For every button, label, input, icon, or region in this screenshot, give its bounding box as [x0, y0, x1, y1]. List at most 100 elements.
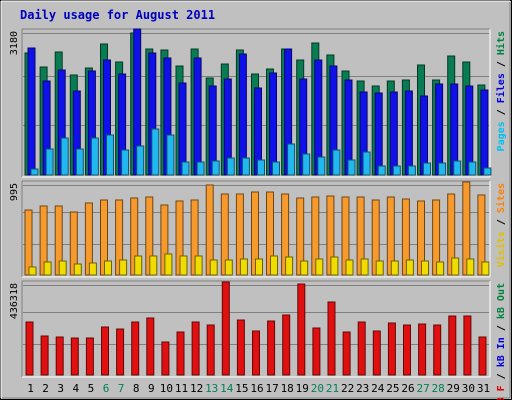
- x-tick-label-day-29: 29: [447, 382, 460, 395]
- bar-visits-visits-day-24: [375, 260, 384, 276]
- bar-visits-visits-day-6: [104, 260, 112, 276]
- bar-hits-pages-day-10: [166, 134, 175, 176]
- x-tick-label-day-27: 27: [416, 382, 429, 395]
- bar-hits-pages-day-21: [332, 149, 341, 176]
- bar-hits-pages-day-15: [241, 157, 250, 176]
- bar-kbytes-kb-f-day-14: [221, 281, 230, 376]
- bar-visits-visits-day-31: [481, 261, 490, 276]
- panel-kbytes-bars: [25, 281, 487, 376]
- x-tick-label-day-10: 10: [160, 382, 173, 395]
- bar-kbytes-kb-f-day-10: [161, 341, 170, 376]
- x-tick-label-day-17: 17: [265, 382, 278, 395]
- bar-hits-pages-day-31: [483, 167, 492, 176]
- bar-kbytes-kb-f-day-18: [282, 314, 291, 376]
- bar-hits-pages-day-26: [407, 165, 416, 176]
- bar-kbytes-kb-f-day-5: [85, 337, 94, 376]
- bar-kbytes-kb-f-day-9: [146, 317, 155, 376]
- bar-kbytes-kb-f-day-30: [463, 315, 472, 376]
- bar-visits-visits-day-2: [43, 261, 52, 276]
- panel-kbytes-legend-item: /: [496, 319, 507, 337]
- bar-visits-visits-day-10: [164, 253, 173, 276]
- bar-kbytes-kb-f-day-12: [191, 321, 200, 376]
- bar-hits-pages-day-19: [302, 153, 311, 176]
- x-tick-label-day-12: 12: [190, 382, 203, 395]
- panel-hits-legend: Pages / Files / Hits: [495, 31, 507, 151]
- panel-kbytes-legend-item: kB In: [496, 337, 507, 367]
- panel-visits-legend-item: Sites: [495, 183, 507, 213]
- bar-hits-pages-day-23: [362, 151, 371, 176]
- bar-hits-pages-day-1: [30, 168, 39, 176]
- bar-kbytes-kb-f-day-4: [70, 337, 79, 376]
- x-tick-label-day-14: 14: [220, 382, 234, 395]
- bar-hits-pages-day-29: [453, 160, 462, 176]
- bar-kbytes-kb-f-day-22: [342, 331, 351, 376]
- x-tick-label-day-8: 8: [133, 382, 140, 395]
- x-tick-label-day-18: 18: [281, 382, 294, 395]
- panel-hits-legend-item: /: [496, 55, 507, 73]
- bar-kbytes-kb-f-day-1: [25, 321, 34, 376]
- bar-visits-visits-day-18: [285, 256, 294, 276]
- x-tick-label-day-16: 16: [250, 382, 263, 395]
- x-tick-label-day-23: 23: [356, 382, 369, 395]
- panel-kbytes-legend-item: kB Out: [496, 283, 507, 319]
- panel-kbytes-ymax-label: 436318: [9, 283, 20, 319]
- bar-kbytes-kb-f-day-28: [433, 324, 442, 376]
- bar-visits-visits-day-20: [315, 258, 324, 276]
- bar-hits-pages-day-6: [106, 134, 114, 176]
- x-tick-label-day-20: 20: [311, 382, 324, 395]
- bar-kbytes-kb-f-day-11: [176, 331, 185, 376]
- bar-hits-files-day-31: [480, 89, 489, 176]
- chart-title: Daily usage for August 2011: [20, 8, 215, 22]
- panel-hits-legend-item: Files: [495, 73, 507, 103]
- bar-visits-visits-day-13: [209, 259, 218, 276]
- bar-kbytes-kb-f-day-29: [448, 315, 457, 376]
- bar-hits-files-day-25: [389, 91, 398, 176]
- bar-visits-visits-day-1: [28, 266, 37, 276]
- bar-kbytes-kb-f-day-13: [206, 324, 215, 376]
- bar-hits-pages-day-3: [60, 137, 69, 176]
- bar-kbytes-kb-f-day-27: [418, 323, 427, 376]
- bar-kbytes-kb-f-day-24: [372, 330, 381, 376]
- bar-visits-visits-day-21: [330, 256, 339, 276]
- bar-hits-pages-day-30: [468, 161, 477, 176]
- bar-visits-visits-day-14: [224, 259, 233, 276]
- bar-visits-sites-day-1: [24, 209, 33, 276]
- bar-visits-visits-day-29: [451, 257, 460, 276]
- x-tick-label-day-4: 4: [72, 382, 79, 395]
- bar-visits-visits-day-12: [194, 255, 203, 276]
- bar-kbytes-kb-f-day-7: [116, 328, 125, 376]
- x-tick-label-day-11: 11: [175, 382, 188, 395]
- bar-hits-files-day-15: [238, 53, 247, 176]
- bar-hits-pages-day-27: [423, 162, 431, 176]
- bar-hits-pages-day-5: [90, 137, 99, 176]
- bar-kbytes-kb-f-day-16: [252, 330, 260, 376]
- bar-hits-pages-day-12: [196, 161, 205, 176]
- x-tick-label-day-13: 13: [205, 382, 218, 395]
- x-tick-label-day-7: 7: [118, 382, 125, 395]
- bar-kbytes-kb-f-day-6: [101, 326, 109, 376]
- bar-visits-visits-day-8: [134, 255, 143, 276]
- bar-kbytes-kb-f-day-17: [267, 320, 276, 376]
- bar-hits-files-day-17: [269, 72, 277, 176]
- bar-hits-pages-day-13: [211, 160, 220, 176]
- bar-visits-visits-day-15: [239, 258, 248, 276]
- bar-visits-visits-day-23: [360, 258, 369, 276]
- x-tick-label-day-5: 5: [88, 382, 95, 395]
- bar-hits-files-day-11: [178, 82, 187, 176]
- bar-hits-files-day-1: [27, 47, 36, 176]
- bar-visits-visits-day-27: [421, 260, 429, 276]
- panel-visits-legend: Visits / Sites: [495, 183, 507, 267]
- bar-visits-visits-day-30: [466, 258, 475, 276]
- bar-hits-pages-day-9: [151, 128, 160, 176]
- bar-visits-visits-day-17: [270, 255, 278, 276]
- bar-kbytes-kb-f-day-15: [236, 319, 245, 376]
- bar-hits-pages-day-18: [287, 143, 296, 176]
- bar-hits-pages-day-22: [347, 159, 356, 176]
- x-tick-label-day-19: 19: [296, 382, 309, 395]
- bar-hits-pages-day-28: [438, 162, 447, 176]
- chart-panels: 3180 Pages / Files / Hits 995 Visits / Site…: [9, 28, 507, 400]
- bar-hits-files-day-24: [374, 92, 383, 176]
